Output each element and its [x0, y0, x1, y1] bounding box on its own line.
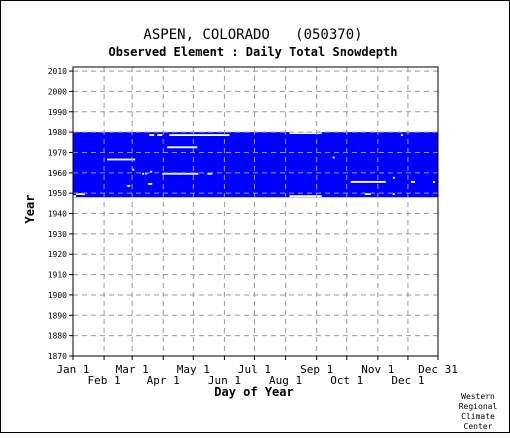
chart-subtitle: Observed Element : Daily Total Snowdepth — [109, 45, 398, 59]
missing-data-gap — [149, 134, 155, 136]
x-tick-label: Jun 1 — [208, 374, 241, 387]
x-tick-label: Jul 1 — [238, 363, 271, 376]
missing-data-gap — [410, 180, 415, 183]
missing-data-gap — [289, 132, 322, 134]
y-tick-label: 1920 — [48, 250, 67, 259]
credit-block: Western Regional Climate Center — [459, 392, 498, 431]
missing-data-gap — [350, 180, 386, 183]
missing-data-gap — [132, 168, 135, 171]
missing-data-gap — [207, 172, 213, 175]
x-tick-label: Sep 1 — [300, 363, 333, 376]
x-tick-label: Oct 1 — [330, 374, 363, 387]
x-axis-label: Day of Year — [214, 385, 293, 399]
x-tick-label: Dec 31 — [418, 363, 458, 376]
missing-data-gap — [364, 193, 371, 196]
x-tick-label: Jan 1 — [56, 363, 89, 376]
missing-data-gap — [76, 193, 86, 196]
missing-data-gap — [145, 172, 148, 175]
y-tick-label: 1890 — [48, 311, 67, 320]
y-tick-label: 1900 — [48, 291, 67, 300]
missing-data-gap — [148, 183, 153, 185]
x-tick-label: Nov 1 — [361, 363, 394, 376]
y-tick-label: 2000 — [48, 87, 67, 96]
y-tick-label: 1930 — [48, 230, 67, 239]
y-tick-label: 1960 — [48, 169, 67, 178]
credit-line-1: Western — [461, 392, 495, 401]
missing-data-gap — [127, 185, 131, 187]
y-tick-label: 1910 — [48, 271, 67, 280]
y-tick-label: 1880 — [48, 332, 67, 341]
missing-data-gap — [157, 134, 163, 136]
y-axis-label: Year — [23, 195, 37, 224]
y-tick-label: 1950 — [48, 189, 67, 198]
credit-line-2: Regional — [459, 402, 498, 411]
y-tick-label: 2010 — [48, 67, 67, 76]
y-tick-label: 1970 — [48, 148, 67, 157]
missing-data-gap — [73, 130, 134, 132]
y-tick-label: 1980 — [48, 128, 67, 137]
missing-data-gap — [332, 156, 335, 159]
y-tick-label: 1990 — [48, 108, 67, 117]
grid-lines — [73, 67, 438, 356]
missing-data-gap — [392, 193, 395, 196]
plot-area — [73, 130, 438, 198]
missing-data-gap — [432, 180, 435, 183]
x-tick-label: Mar 1 — [116, 363, 149, 376]
credit-line-3: Climate — [461, 412, 495, 421]
x-axis-ticks: Jan 1 Mar 1 May 1 Jul 1 Sep 1 Nov 1 Dec 31 Feb … — [56, 356, 458, 387]
x-tick-label: Apr 1 — [147, 374, 180, 387]
x-tick-label: Aug 1 — [269, 374, 302, 387]
credit-line-4: Center — [464, 422, 493, 431]
missing-data-gap — [169, 134, 230, 136]
data-coverage-block — [73, 132, 438, 198]
y-tick-label: 1940 — [48, 210, 67, 219]
missing-data-gap — [150, 170, 153, 173]
missing-data-gap — [73, 195, 77, 198]
missing-data-gap — [162, 172, 199, 175]
missing-data-gap — [289, 195, 322, 198]
plot-border — [72, 66, 439, 357]
missing-data-gap — [142, 172, 145, 175]
x-tick-label: Dec 1 — [391, 374, 424, 387]
missing-data-gap — [392, 176, 395, 179]
missing-data-gap — [167, 146, 198, 149]
y-tick-label: 1870 — [48, 352, 67, 361]
chart-title: ASPEN, COLORADO (050370) — [143, 27, 362, 43]
x-tick-label: May 1 — [177, 363, 210, 376]
y-axis-ticks: 2010 2000 1990 1980 1970 1960 1950 1940 1930 1920… — [48, 67, 73, 361]
missing-data-gap — [107, 158, 136, 161]
missing-data-gap — [400, 134, 403, 136]
x-tick-label: Feb 1 — [88, 374, 121, 387]
